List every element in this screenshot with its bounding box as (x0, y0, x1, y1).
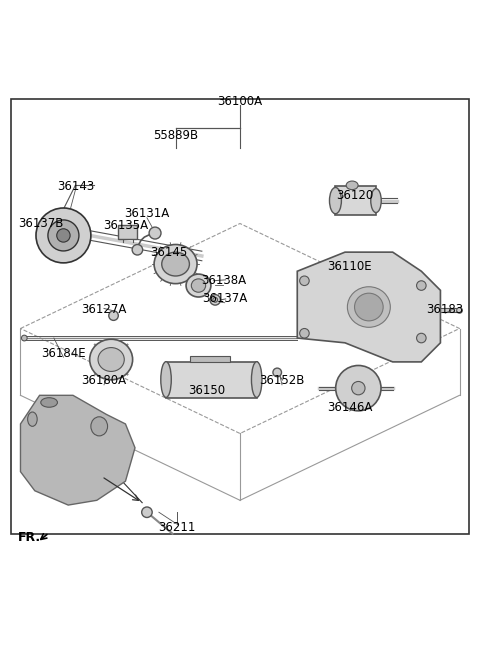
Text: 36150: 36150 (188, 384, 225, 397)
Ellipse shape (329, 187, 341, 214)
Ellipse shape (98, 348, 124, 371)
Ellipse shape (132, 244, 143, 255)
Text: 36137A: 36137A (202, 292, 247, 306)
Ellipse shape (48, 220, 79, 251)
Polygon shape (297, 252, 441, 362)
Ellipse shape (210, 294, 220, 305)
Text: 36145: 36145 (150, 246, 187, 259)
Ellipse shape (154, 244, 197, 284)
Ellipse shape (273, 368, 281, 376)
Ellipse shape (252, 361, 262, 397)
FancyBboxPatch shape (190, 356, 230, 362)
Text: 36138A: 36138A (201, 274, 246, 287)
Text: 36131A: 36131A (124, 208, 169, 221)
Ellipse shape (22, 335, 27, 341)
FancyBboxPatch shape (166, 362, 257, 397)
Text: 55889B: 55889B (153, 129, 198, 142)
Text: 36146A: 36146A (327, 401, 372, 414)
Text: 36152B: 36152B (259, 374, 305, 388)
Ellipse shape (456, 307, 462, 313)
Ellipse shape (162, 252, 190, 276)
Text: 36183: 36183 (427, 303, 464, 316)
Ellipse shape (57, 229, 70, 242)
Ellipse shape (348, 286, 390, 327)
Text: 36135A: 36135A (103, 219, 148, 233)
Text: 36110E: 36110E (327, 260, 372, 273)
Text: FR.: FR. (17, 531, 41, 544)
Text: 36211: 36211 (158, 521, 196, 534)
Ellipse shape (186, 274, 211, 297)
Text: 36100A: 36100A (217, 95, 263, 108)
FancyBboxPatch shape (118, 225, 137, 238)
Ellipse shape (346, 181, 358, 190)
Text: 36143: 36143 (57, 180, 94, 193)
Text: 36127A: 36127A (81, 303, 127, 316)
Text: 36120: 36120 (336, 189, 373, 202)
Ellipse shape (192, 279, 205, 292)
Ellipse shape (336, 365, 381, 411)
Ellipse shape (109, 311, 118, 321)
Ellipse shape (352, 382, 365, 395)
Text: 36180A: 36180A (82, 374, 127, 388)
Ellipse shape (213, 298, 217, 302)
Circle shape (300, 276, 309, 286)
Ellipse shape (355, 293, 383, 321)
Text: 36137B: 36137B (18, 217, 63, 230)
Polygon shape (21, 396, 135, 505)
Ellipse shape (371, 189, 381, 212)
Circle shape (417, 281, 426, 290)
Ellipse shape (28, 412, 37, 426)
Ellipse shape (91, 417, 108, 436)
Text: 36184E: 36184E (41, 347, 86, 360)
Ellipse shape (36, 208, 91, 263)
Ellipse shape (90, 339, 132, 380)
Ellipse shape (161, 361, 171, 397)
Ellipse shape (142, 507, 152, 518)
Circle shape (300, 328, 309, 338)
Circle shape (417, 333, 426, 343)
Ellipse shape (41, 397, 58, 407)
Ellipse shape (149, 227, 161, 239)
FancyBboxPatch shape (336, 187, 376, 215)
